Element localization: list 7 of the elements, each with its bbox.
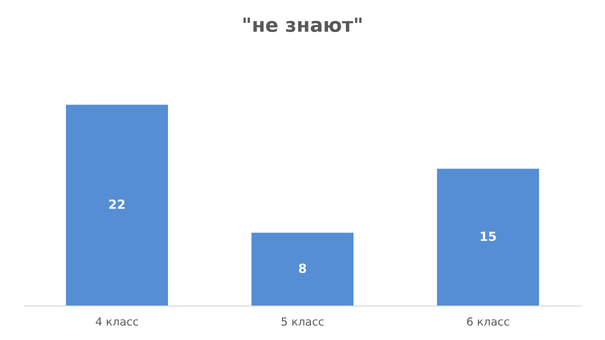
x-tick-label: 5 класс: [282, 317, 324, 326]
x-tick-label: 4 класс: [96, 317, 138, 326]
data-label: 22: [109, 200, 125, 209]
x-tick-label: 6 класс: [467, 317, 510, 326]
data-label: 15: [480, 232, 496, 242]
chart-title: "не знают": [244, 18, 362, 32]
data-label: 8: [298, 264, 306, 274]
